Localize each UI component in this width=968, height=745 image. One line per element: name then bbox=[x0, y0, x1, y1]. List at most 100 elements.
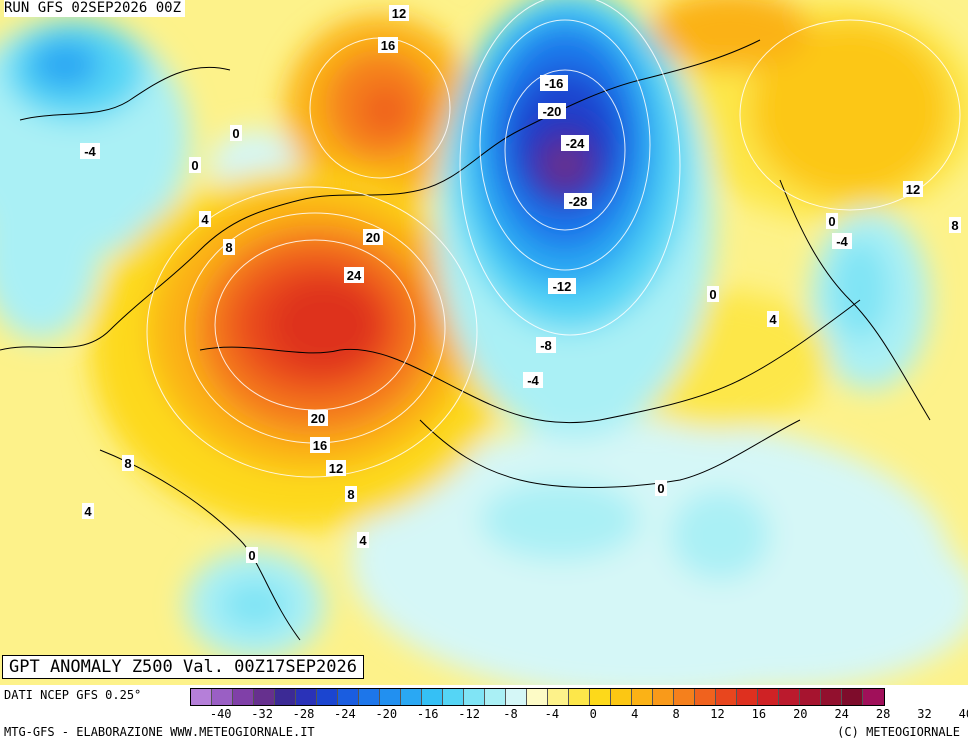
svg-text:4: 4 bbox=[769, 312, 777, 327]
contour-label: 0 bbox=[655, 480, 667, 496]
contour-label: -20 bbox=[538, 103, 566, 119]
colorbar-swatch bbox=[485, 689, 506, 705]
colorbar-tick-label: 28 bbox=[875, 707, 891, 721]
colorbar-swatch bbox=[422, 689, 443, 705]
contour-labels: 1216-16-20-24-280-40482024-12-8-4041280-… bbox=[80, 5, 961, 563]
colorbar-swatch bbox=[800, 689, 821, 705]
run-label: RUN GFS 02SEP2026 00Z bbox=[4, 0, 186, 17]
colorbar-tick-label: -32 bbox=[251, 707, 273, 721]
colorbar-swatch bbox=[821, 689, 842, 705]
contour-label: 8 bbox=[122, 455, 134, 471]
contour-label: 0 bbox=[230, 125, 242, 141]
contour-label: 12 bbox=[903, 181, 923, 197]
colorbar-tick-label: -28 bbox=[292, 707, 315, 721]
colorbar-tick-label: 40 bbox=[958, 707, 968, 721]
contour-label: 20 bbox=[363, 229, 383, 245]
colorbar-tick-label: 32 bbox=[917, 707, 932, 721]
svg-text:20: 20 bbox=[366, 230, 380, 245]
contour-label: 4 bbox=[199, 211, 211, 227]
colorbar-swatch bbox=[737, 689, 758, 705]
svg-text:8: 8 bbox=[225, 240, 232, 255]
colorbar-swatch bbox=[296, 689, 317, 705]
svg-text:24: 24 bbox=[347, 268, 362, 283]
colorbar-swatch bbox=[191, 689, 212, 705]
colorbar-labels: -40 -32 -28 -24 -20 -16 -12 -8 -4 0 4 8 12 16 20 24 28 32… bbox=[190, 707, 968, 723]
colorbar-tick-label: 0 bbox=[589, 707, 597, 721]
colorbar-swatch bbox=[359, 689, 380, 705]
svg-text:0: 0 bbox=[709, 287, 716, 302]
colorbar-swatch bbox=[674, 689, 695, 705]
colorbar-swatch bbox=[716, 689, 737, 705]
svg-text:20: 20 bbox=[311, 411, 325, 426]
colorbar-swatch bbox=[317, 689, 338, 705]
colorbar-swatch bbox=[338, 689, 359, 705]
svg-text:16: 16 bbox=[381, 38, 395, 53]
contour-label: 24 bbox=[344, 267, 364, 283]
contour-label: 8 bbox=[345, 486, 357, 502]
svg-text:-4: -4 bbox=[527, 373, 539, 388]
colorbar-tick-label: -12 bbox=[458, 707, 480, 721]
map-title: GPT ANOMALY Z500 Val. 00Z17SEP2026 bbox=[2, 655, 364, 679]
credit-left: MTG-GFS - ELABORAZIONE WWW.METEOGIORNALE… bbox=[4, 725, 315, 739]
colorbar-swatch bbox=[548, 689, 569, 705]
colorbar-tick-label: -20 bbox=[375, 707, 398, 721]
colorbar-tick-label: 4 bbox=[631, 707, 639, 721]
svg-text:0: 0 bbox=[191, 158, 198, 173]
svg-text:12: 12 bbox=[329, 461, 343, 476]
contour-label: 12 bbox=[326, 460, 346, 476]
svg-text:12: 12 bbox=[906, 182, 920, 197]
svg-text:0: 0 bbox=[232, 126, 239, 141]
colorbar-swatch bbox=[611, 689, 632, 705]
contour-label: 16 bbox=[310, 437, 330, 453]
colorbar-swatch bbox=[275, 689, 296, 705]
colorbar-tick-label: 20 bbox=[793, 707, 808, 721]
coastlines bbox=[0, 39, 931, 641]
contour-label: -12 bbox=[548, 278, 576, 294]
contour-label: 12 bbox=[389, 5, 409, 21]
contour-label: -16 bbox=[540, 75, 568, 91]
colorbar-tick-label: -16 bbox=[416, 707, 439, 721]
svg-text:-24: -24 bbox=[566, 136, 586, 151]
contour-label: 0 bbox=[826, 213, 838, 229]
colorbar-swatch bbox=[842, 689, 863, 705]
contour-label: 16 bbox=[378, 37, 398, 53]
credit-right: (C) METEOGIORNALE bbox=[837, 725, 960, 739]
contour-label: 0 bbox=[707, 286, 719, 302]
colorbar-swatch bbox=[443, 689, 464, 705]
anomaly-field bbox=[0, 0, 968, 685]
colorbar-swatch bbox=[233, 689, 254, 705]
colorbar-swatch bbox=[590, 689, 611, 705]
colorbar-tick-label: -40 bbox=[209, 707, 232, 721]
svg-text:8: 8 bbox=[124, 456, 131, 471]
contour-label: 8 bbox=[223, 239, 235, 255]
colorbar-swatch bbox=[506, 689, 527, 705]
anomaly-map: 12 16 -16 -20 -24 -28 0 -4 0 4 8 20 24 -12 -8 -4 0 4 12 8 0-… bbox=[0, 0, 968, 685]
contour-label: -24 bbox=[561, 135, 589, 151]
colorbar-swatch bbox=[254, 689, 275, 705]
data-source-label: DATI NCEP GFS 0.25° bbox=[4, 688, 142, 702]
colorbar-tick-label: 24 bbox=[834, 707, 849, 721]
colorbar-swatch bbox=[569, 689, 590, 705]
contour-label: 0 bbox=[246, 547, 258, 563]
contour-label: 4 bbox=[82, 503, 94, 519]
colorbar-tick-label: 8 bbox=[672, 707, 680, 721]
svg-text:0: 0 bbox=[248, 548, 255, 563]
svg-text:16: 16 bbox=[313, 438, 327, 453]
contour-label: -8 bbox=[536, 337, 556, 353]
svg-text:12: 12 bbox=[392, 6, 406, 21]
contour-label: -28 bbox=[564, 193, 592, 209]
colorbar-tick-label: -24 bbox=[334, 707, 356, 721]
svg-text:8: 8 bbox=[951, 218, 958, 233]
svg-text:-20: -20 bbox=[543, 104, 562, 119]
svg-text:-12: -12 bbox=[553, 279, 572, 294]
svg-text:4: 4 bbox=[201, 212, 209, 227]
colorbar-swatch bbox=[779, 689, 800, 705]
colorbar-tick-label: 16 bbox=[751, 707, 767, 721]
svg-text:0: 0 bbox=[657, 481, 664, 496]
colorbar-swatch bbox=[401, 689, 422, 705]
svg-text:-8: -8 bbox=[540, 338, 552, 353]
colorbar-tick-label: -4 bbox=[544, 707, 560, 721]
contour-label: -4 bbox=[523, 372, 543, 388]
svg-text:4: 4 bbox=[359, 533, 367, 548]
colorbar-swatch bbox=[653, 689, 674, 705]
